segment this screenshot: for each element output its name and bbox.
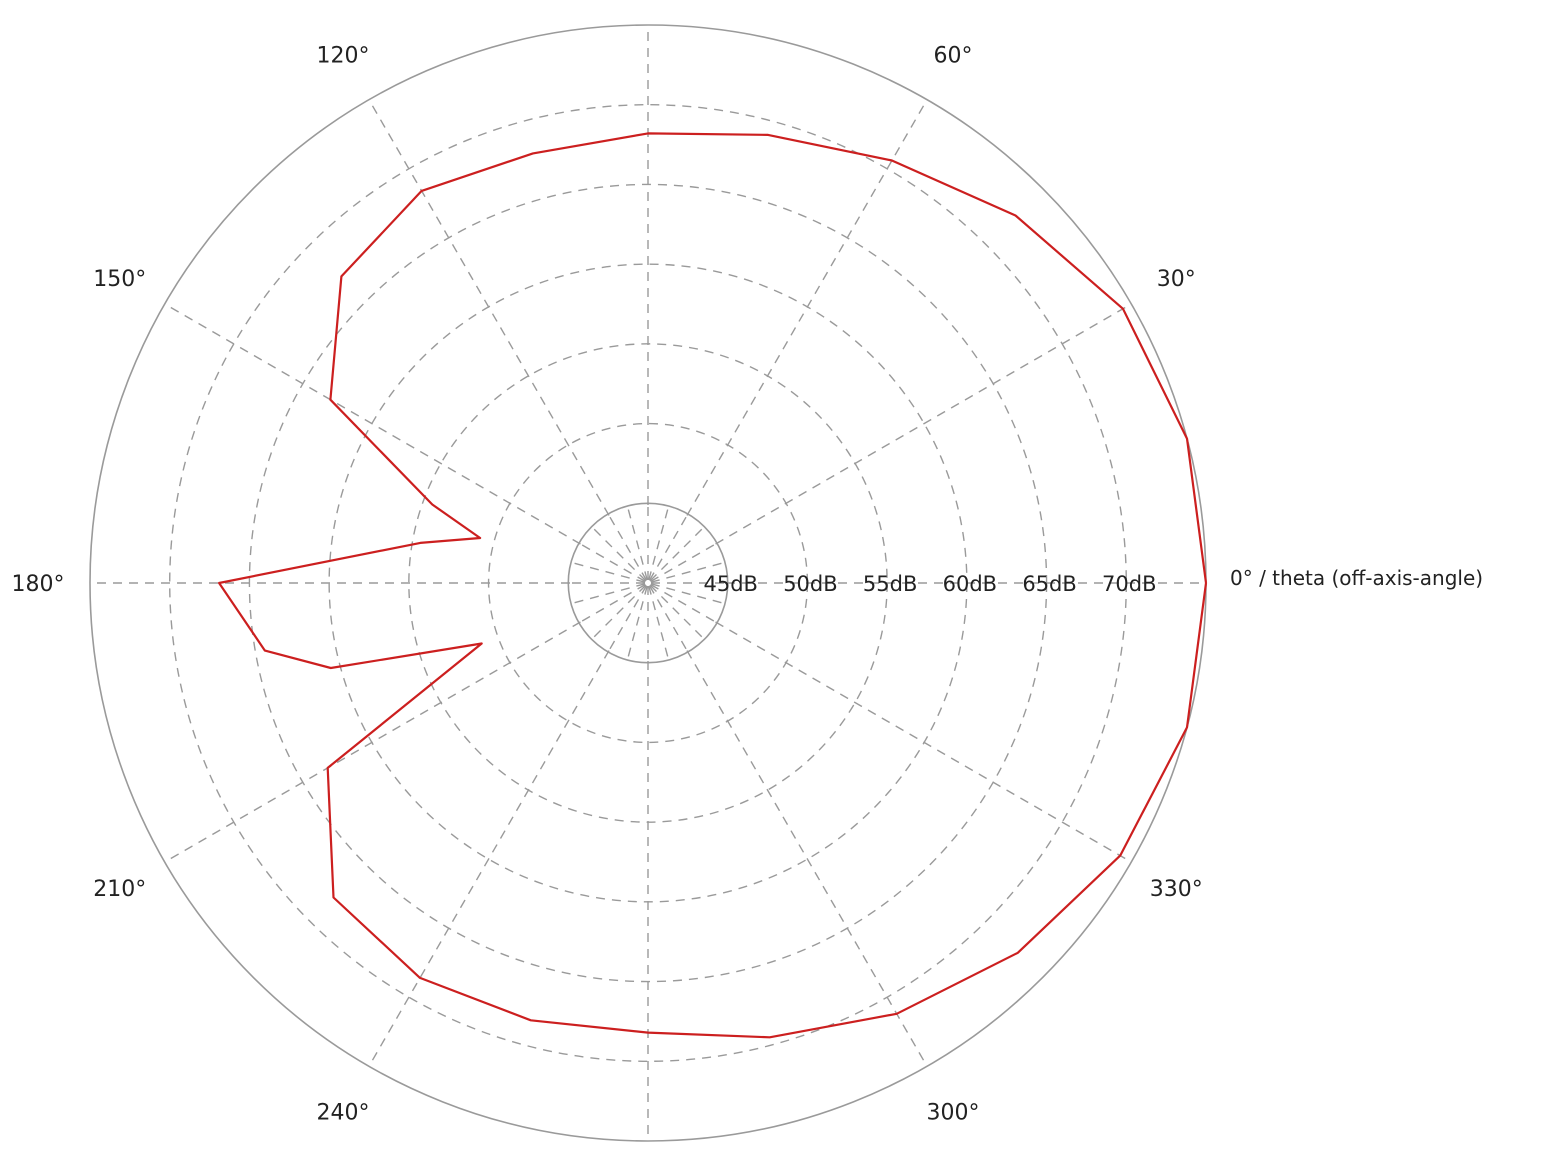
inner-spoke (648, 585, 688, 651)
spoke-60 (686, 99, 928, 516)
inner-spoke (650, 543, 716, 583)
radial-tick-label: 50dB (783, 572, 837, 596)
inner-spoke (650, 583, 724, 604)
inner-spoke (608, 515, 648, 581)
angle-tick-label-300: 300° (927, 1100, 980, 1125)
spoke-240 (368, 650, 610, 1067)
inner-spoke (572, 562, 646, 583)
grid-circle-60 (328, 263, 968, 903)
spoke-300 (686, 650, 928, 1067)
grid-circle-55 (408, 343, 888, 823)
angle-tick-label-60: 60° (934, 44, 973, 69)
radial-tick-label: 45dB (703, 572, 757, 596)
inner-spoke (648, 585, 669, 659)
angle-tick-label-120: 120° (317, 44, 370, 69)
inner-spoke (650, 583, 716, 623)
inner-spoke (580, 543, 646, 583)
inner-spoke (592, 527, 647, 582)
grid-circle-50 (487, 422, 809, 744)
grid-circle-65 (248, 183, 1048, 983)
grid-circle-70 (169, 104, 1127, 1062)
inner-spoke (648, 515, 688, 581)
inner-spoke (648, 507, 669, 581)
angle-tick-label-30: 30° (1157, 267, 1196, 292)
radial-tick-label: 70dB (1102, 572, 1156, 596)
inner-spoke (627, 585, 648, 659)
polar-labels: 0° / theta (off-axis-angle) 45dB 50dB 55dB… (12, 44, 1484, 1126)
axis-title: 0° / theta (off-axis-angle) (1230, 566, 1483, 590)
angle-tick-label-150: 150° (93, 267, 146, 292)
radial-tick-label: 60dB (943, 572, 997, 596)
spoke-150 (164, 303, 581, 545)
angle-tick-label-240: 240° (317, 1100, 370, 1125)
inner-spoke (649, 527, 704, 582)
inner-spoke (650, 562, 724, 583)
inner-spoke (592, 584, 647, 639)
inner-spoke (572, 583, 646, 604)
inner-spoke (627, 507, 648, 581)
spoke-120 (368, 99, 610, 516)
spoke-210 (164, 621, 581, 863)
angle-tick-label-180: 180° (12, 572, 65, 597)
grid-circle-45 (567, 502, 729, 664)
spoke-330 (715, 621, 1132, 863)
polar-trace (218, 132, 1208, 1039)
inner-spoke (608, 585, 648, 651)
polar-grid (89, 24, 1207, 1142)
radial-tick-label: 65dB (1022, 572, 1076, 596)
radial-tick-label: 55dB (863, 572, 917, 596)
inner-spoke (580, 583, 646, 623)
spoke-30 (715, 303, 1132, 545)
inner-spoke (649, 584, 704, 639)
angle-tick-label-330: 330° (1150, 877, 1203, 902)
series-line-0 (218, 132, 1208, 1039)
angle-tick-label-210: 210° (93, 877, 146, 902)
